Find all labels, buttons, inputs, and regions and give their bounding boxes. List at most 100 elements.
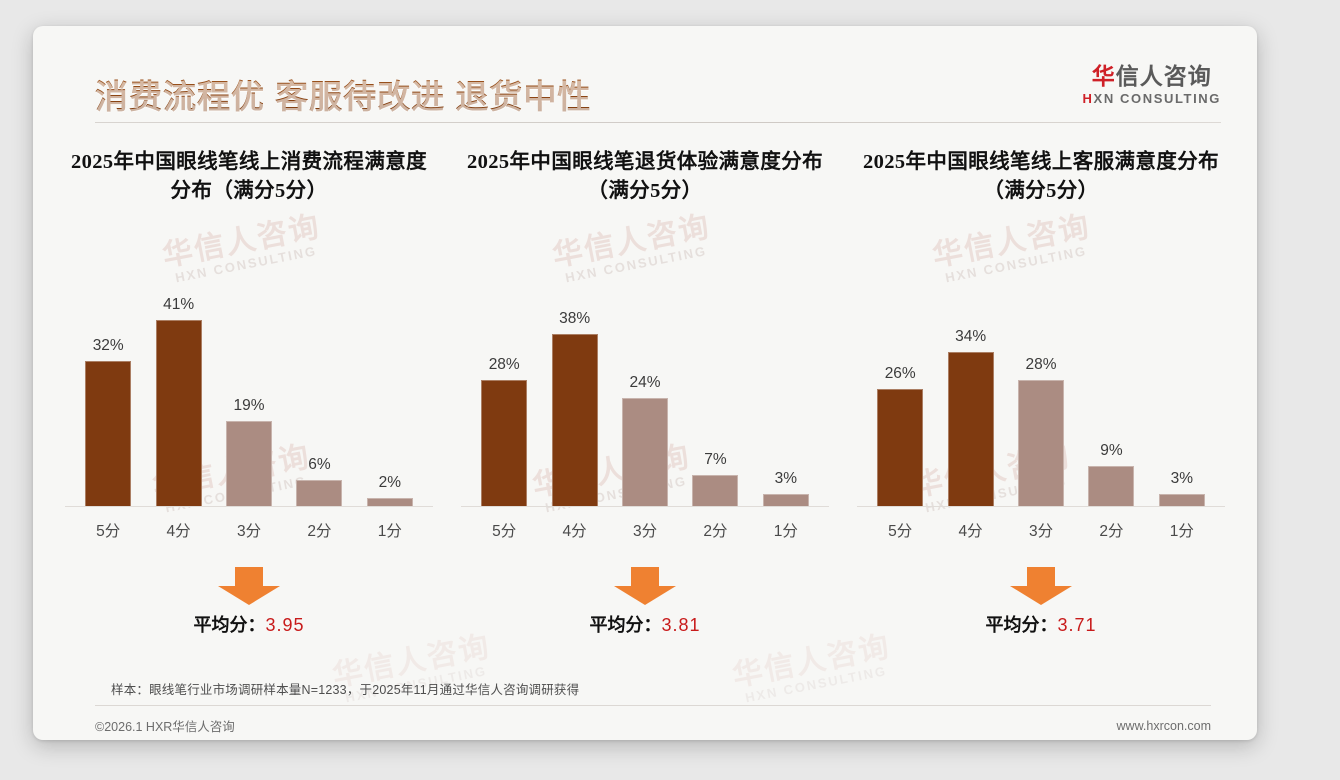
bar [877,388,924,508]
logo-english-accent: H [1082,91,1094,107]
bar [762,493,809,508]
x-axis-tick-label: 4分 [958,523,983,541]
slide-header: 消费流程优 客服待改进 退货中性 华信人咨询 HXN CONSULTING [33,26,1257,115]
bar-value-label: 28% [488,355,520,373]
bar [622,397,669,508]
average-value: 3.71 [1057,615,1097,636]
bar-item: 2% [355,252,425,508]
brand-logo: 华信人咨询 HXN CONSULTING [1083,63,1221,106]
bar [226,420,273,508]
logo-chinese-rest: 信人咨询 [1115,63,1212,89]
x-axis-tick-label: 4分 [166,523,191,541]
average-score: 平均分：3.95 [65,611,433,637]
bar-value-label: 3% [774,469,798,487]
average-value: 3.95 [265,615,305,636]
average-label: 平均分： [193,615,266,636]
chart-title: 2025年中国眼线笔线上客服满意度分布（满分5分） [862,151,1220,203]
bar-value-label: 3% [1170,469,1194,487]
chart-title: 2025年中国眼线笔退货体验满意度分布（满分5分） [466,151,824,203]
bar-value-label: 32% [92,337,124,355]
x-axis-tick-label: 4分 [562,523,587,541]
chart-plot: 28% 38% 24% 7% 3% [461,252,829,508]
bar-item: 41% [143,252,213,508]
charts-row: 2025年中国眼线笔线上消费流程满意度分布（满分5分） 32% 41% 19% 6% 2… [51,148,1239,645]
bar-item: 24% [610,252,680,508]
x-axis-tick-label: 3分 [632,523,658,541]
footer-divider [95,705,1211,706]
bar-group: 26% 34% 28% 9% 3% [865,252,1217,508]
x-axis-line [65,506,433,508]
bar-value-label: 7% [704,451,727,469]
x-axis-tick-label: 1分 [773,523,798,541]
bar [551,334,598,508]
slide-footer: ©2026.1 HXR华信人咨询 www.hxrcon.com [95,716,1211,735]
chart-panel-return-experience: 2025年中国眼线笔退货体验满意度分布（满分5分） 28% 38% 24% 7% 3% … [447,148,843,645]
x-axis-labels: 5分 4分 3分 2分 1分 [857,519,1225,541]
bar [85,361,132,508]
x-axis-tick-label: 1分 [377,523,402,541]
average-label: 平均分： [589,615,662,636]
sample-footnote: 样本：眼线笔行业市场调研样本量N=1233，于2025年11月通过华信人咨询调研… [111,683,580,697]
bar-item: 28% [469,252,539,508]
x-axis-tick-label: 5分 [96,523,121,541]
bar-item: 6% [284,252,354,508]
average-block: 平均分：3.95 [65,567,433,645]
bar-value-label: 41% [163,296,195,314]
chart-title: 2025年中国眼线笔线上消费流程满意度分布（满分5分） [70,151,428,203]
x-axis-tick-label: 5分 [888,523,913,541]
bar-item: 26% [865,252,935,508]
bar-item: 3% [1147,252,1217,508]
bar [296,479,343,508]
bar [366,498,413,508]
x-axis-tick-label: 2分 [703,523,728,541]
bar-value-label: 9% [1100,442,1123,460]
average-block: 平均分：3.71 [857,567,1225,645]
x-axis-tick-label: 5分 [492,523,517,541]
bar-item: 7% [680,252,750,508]
bar-item: 32% [73,252,143,508]
bar [1088,466,1135,508]
average-score: 平均分：3.81 [461,611,829,637]
chart-panel-customer-service: 2025年中国眼线笔线上客服满意度分布（满分5分） 26% 34% 28% 9% 3% … [843,148,1239,645]
bar-value-label: 34% [955,328,987,346]
x-axis-line [461,506,829,508]
average-value: 3.81 [661,615,701,636]
down-arrow-icon [1010,567,1072,606]
bar-value-label: 2% [378,474,402,492]
logo-english-rest: XN CONSULTING [1093,91,1221,107]
bar-item: 9% [1076,252,1146,508]
bar [1158,493,1205,508]
x-axis-labels: 5分 4分 3分 2分 1分 [461,519,829,541]
header-divider [95,122,1221,123]
x-axis-labels: 5分 4分 3分 2分 1分 [65,519,433,541]
bar-value-label: 19% [233,396,265,414]
bar-item: 34% [935,252,1005,508]
average-block: 平均分：3.81 [461,567,829,645]
chart-plot: 26% 34% 28% 9% 3% [857,252,1225,508]
bar [155,320,202,508]
slide: 华信人咨询 HXN CONSULTING 华信人咨询 HXN CONSULTIN… [33,26,1257,740]
average-label: 平均分： [985,615,1058,636]
bar [1018,379,1065,508]
bar-value-label: 26% [884,364,916,382]
x-axis-tick-label: 3分 [1028,523,1054,541]
page-title: 消费流程优 客服待改进 退货中性 [95,70,591,118]
logo-english: HXN CONSULTING [1083,91,1221,106]
bar-value-label: 6% [308,455,331,473]
bar-item: 19% [214,252,284,508]
bar-item: 3% [751,252,821,508]
watermark-en: HXN CONSULTING [743,662,889,705]
bar-value-label: 38% [559,310,591,328]
bar-group: 28% 38% 24% 7% 3% [469,252,821,508]
bar [481,379,528,508]
down-arrow-icon [218,567,280,606]
bar-value-label: 28% [1025,355,1057,373]
x-axis-tick-label: 2分 [1099,523,1124,541]
x-axis-line [857,506,1225,508]
x-axis-tick-label: 3分 [236,523,262,541]
bar [692,475,739,508]
bar-value-label: 24% [629,373,661,391]
bar-item: 28% [1006,252,1076,508]
copyright-text: ©2026.1 HXR华信人咨询 [95,720,235,734]
x-axis-tick-label: 2分 [307,523,332,541]
